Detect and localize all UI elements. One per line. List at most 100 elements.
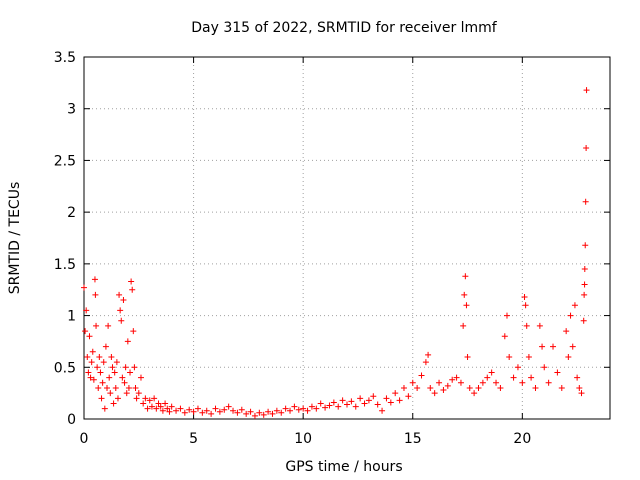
data-point [427, 384, 434, 391]
x-tick-label: 20 [513, 431, 531, 447]
data-point [436, 379, 443, 386]
x-tick-label: 5 [189, 431, 198, 447]
data-point [168, 403, 175, 410]
data-point [117, 307, 124, 314]
data-point [114, 395, 121, 402]
data-point [484, 374, 491, 381]
y-tick-label: 1.5 [54, 257, 76, 273]
data-point [563, 328, 570, 335]
data-point [370, 393, 377, 400]
data-point [269, 410, 276, 417]
y-tick-label: 0 [67, 412, 76, 428]
data-point [322, 404, 329, 411]
data-point [243, 410, 250, 417]
data-point [123, 390, 130, 397]
y-axis-label: SRMTID / TECUs [7, 182, 23, 295]
data-point [133, 395, 140, 402]
data-point [425, 351, 432, 358]
data-point [82, 328, 89, 335]
data-point [265, 408, 272, 415]
data-point [536, 322, 543, 329]
data-point [93, 322, 100, 329]
data-point [317, 400, 324, 407]
data-point [365, 397, 372, 404]
data-point [142, 395, 149, 402]
data-point [383, 395, 390, 402]
data-point [95, 384, 102, 391]
data-point [116, 291, 123, 298]
data-point [127, 369, 134, 376]
data-point [83, 307, 90, 314]
data-point [129, 286, 136, 293]
data-point [125, 384, 132, 391]
y-tick-label: 1 [67, 309, 76, 325]
grid [84, 57, 610, 419]
data-point [92, 291, 99, 298]
data-point [128, 278, 135, 285]
data-points [81, 87, 590, 419]
data-point [574, 374, 581, 381]
data-point [110, 400, 117, 407]
data-point [194, 405, 201, 412]
data-point [466, 384, 473, 391]
data-point [522, 302, 529, 309]
data-point [330, 399, 337, 406]
data-point [400, 384, 407, 391]
data-point [475, 384, 482, 391]
data-point [313, 405, 320, 412]
data-point [565, 353, 572, 360]
data-point [488, 369, 495, 376]
data-point [461, 291, 468, 298]
data-point [541, 364, 548, 371]
data-point [521, 293, 528, 300]
data-point [554, 369, 561, 376]
x-tick-label: 0 [80, 431, 89, 447]
data-point [539, 343, 546, 350]
data-point [108, 353, 115, 360]
data-point [101, 405, 108, 412]
data-point [155, 400, 162, 407]
data-point [460, 322, 467, 329]
data-point [545, 379, 552, 386]
data-point [501, 333, 508, 340]
data-point [173, 407, 180, 414]
data-point [84, 353, 91, 360]
data-point [247, 408, 254, 415]
data-point [120, 297, 127, 304]
data-point [216, 408, 223, 415]
chart-title: Day 315 of 2022, SRMTID for receiver lmm… [191, 20, 498, 36]
data-point [326, 402, 333, 409]
data-point [186, 406, 193, 413]
data-point [124, 338, 131, 345]
data-point [87, 374, 94, 381]
data-point [97, 369, 104, 376]
data-point [109, 364, 116, 371]
data-point [558, 384, 565, 391]
data-point [581, 291, 588, 298]
data-point [132, 384, 139, 391]
data-point [212, 405, 219, 412]
data-point [98, 395, 105, 402]
data-point [164, 405, 171, 412]
data-point [503, 312, 510, 319]
y-tick-label: 2 [67, 205, 76, 221]
data-point [582, 198, 589, 205]
data-point [449, 376, 456, 383]
data-point [405, 393, 412, 400]
data-point [304, 407, 311, 414]
data-point [166, 408, 173, 415]
data-point [81, 284, 87, 291]
data-point [130, 328, 137, 335]
data-point [392, 390, 399, 397]
data-point [361, 400, 368, 407]
data-point [479, 379, 486, 386]
data-point [440, 387, 447, 394]
data-point [260, 411, 267, 418]
data-point [583, 145, 590, 152]
data-point [339, 397, 346, 404]
data-point [396, 397, 403, 404]
data-point [308, 403, 315, 410]
data-point [90, 376, 97, 383]
x-tick-label: 15 [404, 431, 422, 447]
data-point [578, 390, 585, 397]
